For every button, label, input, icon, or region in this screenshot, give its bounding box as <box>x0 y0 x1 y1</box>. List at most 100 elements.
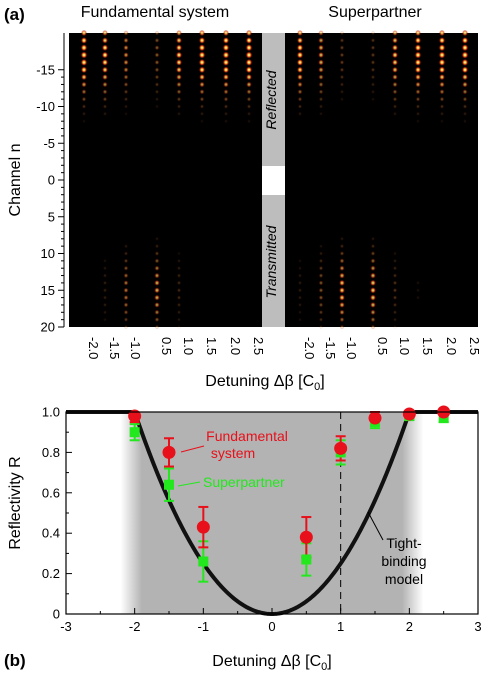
intensity-spot <box>123 59 129 66</box>
intensity-spot <box>414 37 422 44</box>
panel-a-xlabel: Detuning Δβ [C0] <box>205 373 324 393</box>
intensity-spot <box>154 279 160 286</box>
intensity-spot <box>80 58 88 66</box>
intensity-spot <box>102 280 108 286</box>
intensity-spot <box>371 97 375 102</box>
intensity-spot <box>199 104 205 109</box>
intensity-spot <box>222 44 230 52</box>
intensity-spot <box>370 60 376 65</box>
intensity-spot <box>318 30 324 36</box>
fundamental-point <box>128 409 142 423</box>
intensity-spot <box>154 37 160 43</box>
intensity-spot <box>297 96 303 102</box>
column-label: 2.0 <box>444 337 459 355</box>
intensity-spot <box>297 74 303 81</box>
intensity-spot <box>223 104 229 109</box>
intensity-spot <box>154 251 160 256</box>
intensity-spot <box>462 29 468 37</box>
intensity-spot <box>123 287 129 294</box>
intensity-spot <box>440 119 444 124</box>
intensity-spot <box>102 302 108 308</box>
intensity-spot <box>154 82 160 87</box>
intensity-spot <box>123 302 129 308</box>
intensity-spot <box>415 104 421 109</box>
intensity-spot <box>176 104 182 109</box>
intensity-spot <box>245 66 253 74</box>
intensity-spot <box>297 29 303 37</box>
intensity-spot <box>245 37 253 44</box>
intensity-spot <box>101 66 109 74</box>
intensity-spot <box>123 324 129 330</box>
intensity-spot <box>297 288 303 293</box>
intensity-spot <box>414 51 422 59</box>
intensity-spot <box>339 301 345 308</box>
intensity-spot <box>318 265 324 271</box>
intensity-spot <box>102 81 108 88</box>
intensity-spot <box>176 273 182 278</box>
intensity-spot <box>123 67 129 73</box>
x-tick-label: 2 <box>406 619 413 634</box>
intensity-spot <box>370 38 376 43</box>
intensity-spot <box>392 273 398 278</box>
intensity-spot <box>123 265 129 271</box>
fundamental-point <box>299 530 313 544</box>
panel-b-xlabel-main: Detuning Δβ [C <box>212 653 321 670</box>
intensity-spot <box>123 52 129 58</box>
intensity-spot <box>339 52 345 58</box>
intensity-spot <box>298 310 302 315</box>
intensity-spot <box>318 309 324 315</box>
fundamental-annotation-pointer <box>180 445 205 453</box>
column-label: -1.5 <box>323 337 338 359</box>
model-annotation-line2: binding <box>381 553 426 569</box>
intensity-spot <box>154 258 160 264</box>
intensity-spot <box>339 82 345 87</box>
intensity-spot <box>392 287 398 293</box>
intensity-spot <box>297 273 303 278</box>
intensity-spot <box>81 104 87 109</box>
intensity-spot <box>123 30 129 36</box>
intensity-spot <box>198 58 206 66</box>
intensity-spot <box>154 302 160 308</box>
heatmap-superpartner-intensities <box>296 29 469 330</box>
column-label: 2.0 <box>228 337 243 355</box>
intensity-spot <box>81 96 87 102</box>
intensity-spot <box>439 111 445 116</box>
intensity-spot <box>296 51 304 59</box>
intensity-spot <box>339 38 345 43</box>
intensity-spot <box>370 89 376 94</box>
intensity-spot <box>101 37 109 44</box>
intensity-spot <box>392 265 398 271</box>
intensity-spot <box>80 66 88 74</box>
intensity-spot <box>176 288 182 293</box>
intensity-spot <box>297 104 303 109</box>
fundamental-annotation-line1: Fundamental <box>206 428 288 444</box>
intensity-spot <box>102 266 108 271</box>
intensity-spot <box>154 89 160 95</box>
intensity-spot <box>222 66 230 74</box>
intensity-spot <box>176 96 182 102</box>
intensity-spot <box>462 73 468 81</box>
intensity-spot <box>370 316 376 323</box>
intensity-spot <box>416 288 420 293</box>
intensity-spot <box>154 272 160 279</box>
heatmap-superpartner <box>285 33 478 327</box>
intensity-spot <box>370 236 376 241</box>
intensity-spot <box>296 66 304 74</box>
intensity-spot <box>439 104 445 109</box>
intensity-spot <box>339 89 345 94</box>
y-tick-label: 0.2 <box>42 566 60 581</box>
intensity-spot <box>339 294 345 301</box>
panel-b-label: (b) <box>4 651 26 670</box>
column-label: 1.5 <box>420 337 435 355</box>
intensity-spot <box>318 37 324 44</box>
panel-b-xlabel-sub: 0 <box>321 661 327 673</box>
intensity-spot <box>297 280 303 286</box>
intensity-spot <box>392 89 398 95</box>
intensity-spot <box>392 258 398 264</box>
fundamental-point <box>368 411 382 425</box>
intensity-spot <box>318 59 324 66</box>
intensity-spot <box>297 89 303 95</box>
intensity-spot <box>176 310 182 315</box>
intensity-spot <box>200 119 204 124</box>
intensity-spot <box>339 60 345 65</box>
